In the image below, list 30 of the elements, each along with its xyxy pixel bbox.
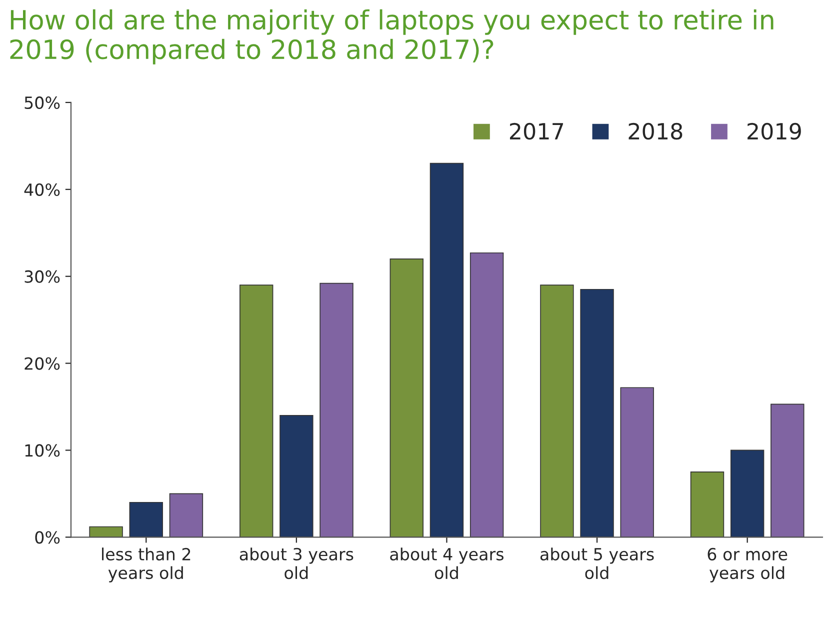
x-tick-label: about 4 years old — [390, 548, 504, 580]
bar — [169, 493, 204, 538]
bar — [770, 404, 804, 538]
bar — [430, 162, 464, 538]
bar — [129, 502, 163, 538]
bar — [280, 415, 314, 538]
bar — [690, 472, 724, 538]
y-tick-label: 10% — [25, 444, 60, 457]
x-tick-label: about 3 years old — [240, 548, 354, 580]
bar — [470, 252, 504, 538]
y-tick-label: 30% — [24, 270, 60, 283]
bar — [390, 258, 424, 538]
bar — [320, 282, 354, 538]
y-tick-label: 0% — [35, 531, 60, 544]
chart-title: How old are the majority of laptops you expect to retire in 2019 (compared to 2018 and 2017)? — [10, 9, 774, 64]
bar — [89, 526, 123, 538]
y-tick-label: 50% — [24, 96, 60, 110]
bar — [540, 284, 574, 538]
legend-label: 2017 — [510, 122, 564, 140]
bar — [239, 284, 274, 538]
bar — [620, 387, 654, 538]
legend-label: 2018 — [628, 122, 682, 140]
bar — [730, 450, 764, 538]
x-tick-label: about 5 years old — [540, 548, 654, 580]
x-tick-label: 6 or more years old — [708, 548, 788, 582]
legend-label: 2019 — [748, 122, 801, 140]
y-tick-label: 40% — [24, 183, 60, 196]
bar — [580, 288, 614, 538]
y-tick-label: 20% — [24, 357, 60, 370]
x-tick-label: less than 2 years old — [102, 548, 190, 582]
